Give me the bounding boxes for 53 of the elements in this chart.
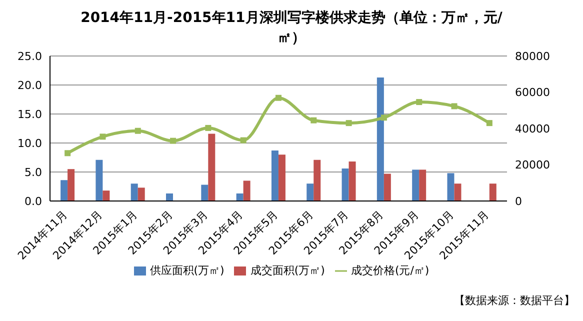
bar: [68, 169, 75, 201]
point: [416, 99, 422, 106]
y-tick-label: 0.0: [24, 194, 42, 208]
bar: [96, 160, 103, 201]
legend-label: 成交价格(元/㎡): [350, 264, 430, 277]
bar: [60, 180, 68, 201]
bar: [314, 160, 321, 201]
bar: [306, 184, 314, 201]
y-tick-label: 5.0: [24, 166, 42, 179]
bar: [243, 180, 250, 201]
bar: [236, 193, 244, 201]
bar: [102, 190, 110, 201]
y-tick-label: 25.0: [18, 50, 42, 63]
point: [134, 128, 141, 134]
bar: [348, 162, 356, 201]
point: [170, 138, 176, 144]
point: [240, 137, 246, 144]
y2-tick-label: 80000: [515, 50, 550, 63]
point: [486, 120, 492, 126]
chart-title: 2014年11月-2015年11月深圳写字楼供求走势（单位：万㎡，元/㎡）: [80, 8, 504, 48]
y2-tick-label: 20000: [515, 158, 550, 172]
y-tick-label: 15.0: [18, 108, 42, 121]
point: [64, 150, 71, 156]
bar: [138, 188, 145, 201]
point: [380, 114, 387, 121]
bar: [271, 150, 278, 201]
bar: [454, 184, 462, 201]
bar: [384, 174, 391, 201]
bar: [342, 168, 349, 201]
bar: [419, 170, 426, 201]
bar: [208, 134, 216, 201]
point: [205, 124, 212, 131]
point: [346, 120, 352, 126]
point: [451, 103, 458, 110]
point: [276, 94, 282, 101]
y-tick-label: 10.0: [18, 136, 42, 150]
y2-tick-label: 0: [515, 194, 522, 208]
bar: [489, 184, 496, 201]
y2-tick-label: 40000: [515, 122, 550, 136]
bar: [201, 184, 208, 201]
bar: [412, 170, 420, 201]
legend-label: 成交面积(万㎡): [250, 264, 325, 277]
bar: [376, 77, 384, 201]
bar: [130, 184, 138, 201]
bar: [166, 193, 174, 201]
legend-label: 供应面积(万㎡): [150, 264, 224, 277]
bar: [278, 154, 286, 201]
bar: [447, 173, 454, 201]
point: [100, 134, 106, 140]
y-tick-label: 20.0: [18, 78, 42, 92]
point: [310, 117, 317, 124]
y2-tick-label: 60000: [515, 86, 550, 100]
text: 【数据来源：数据平台】: [453, 293, 575, 308]
